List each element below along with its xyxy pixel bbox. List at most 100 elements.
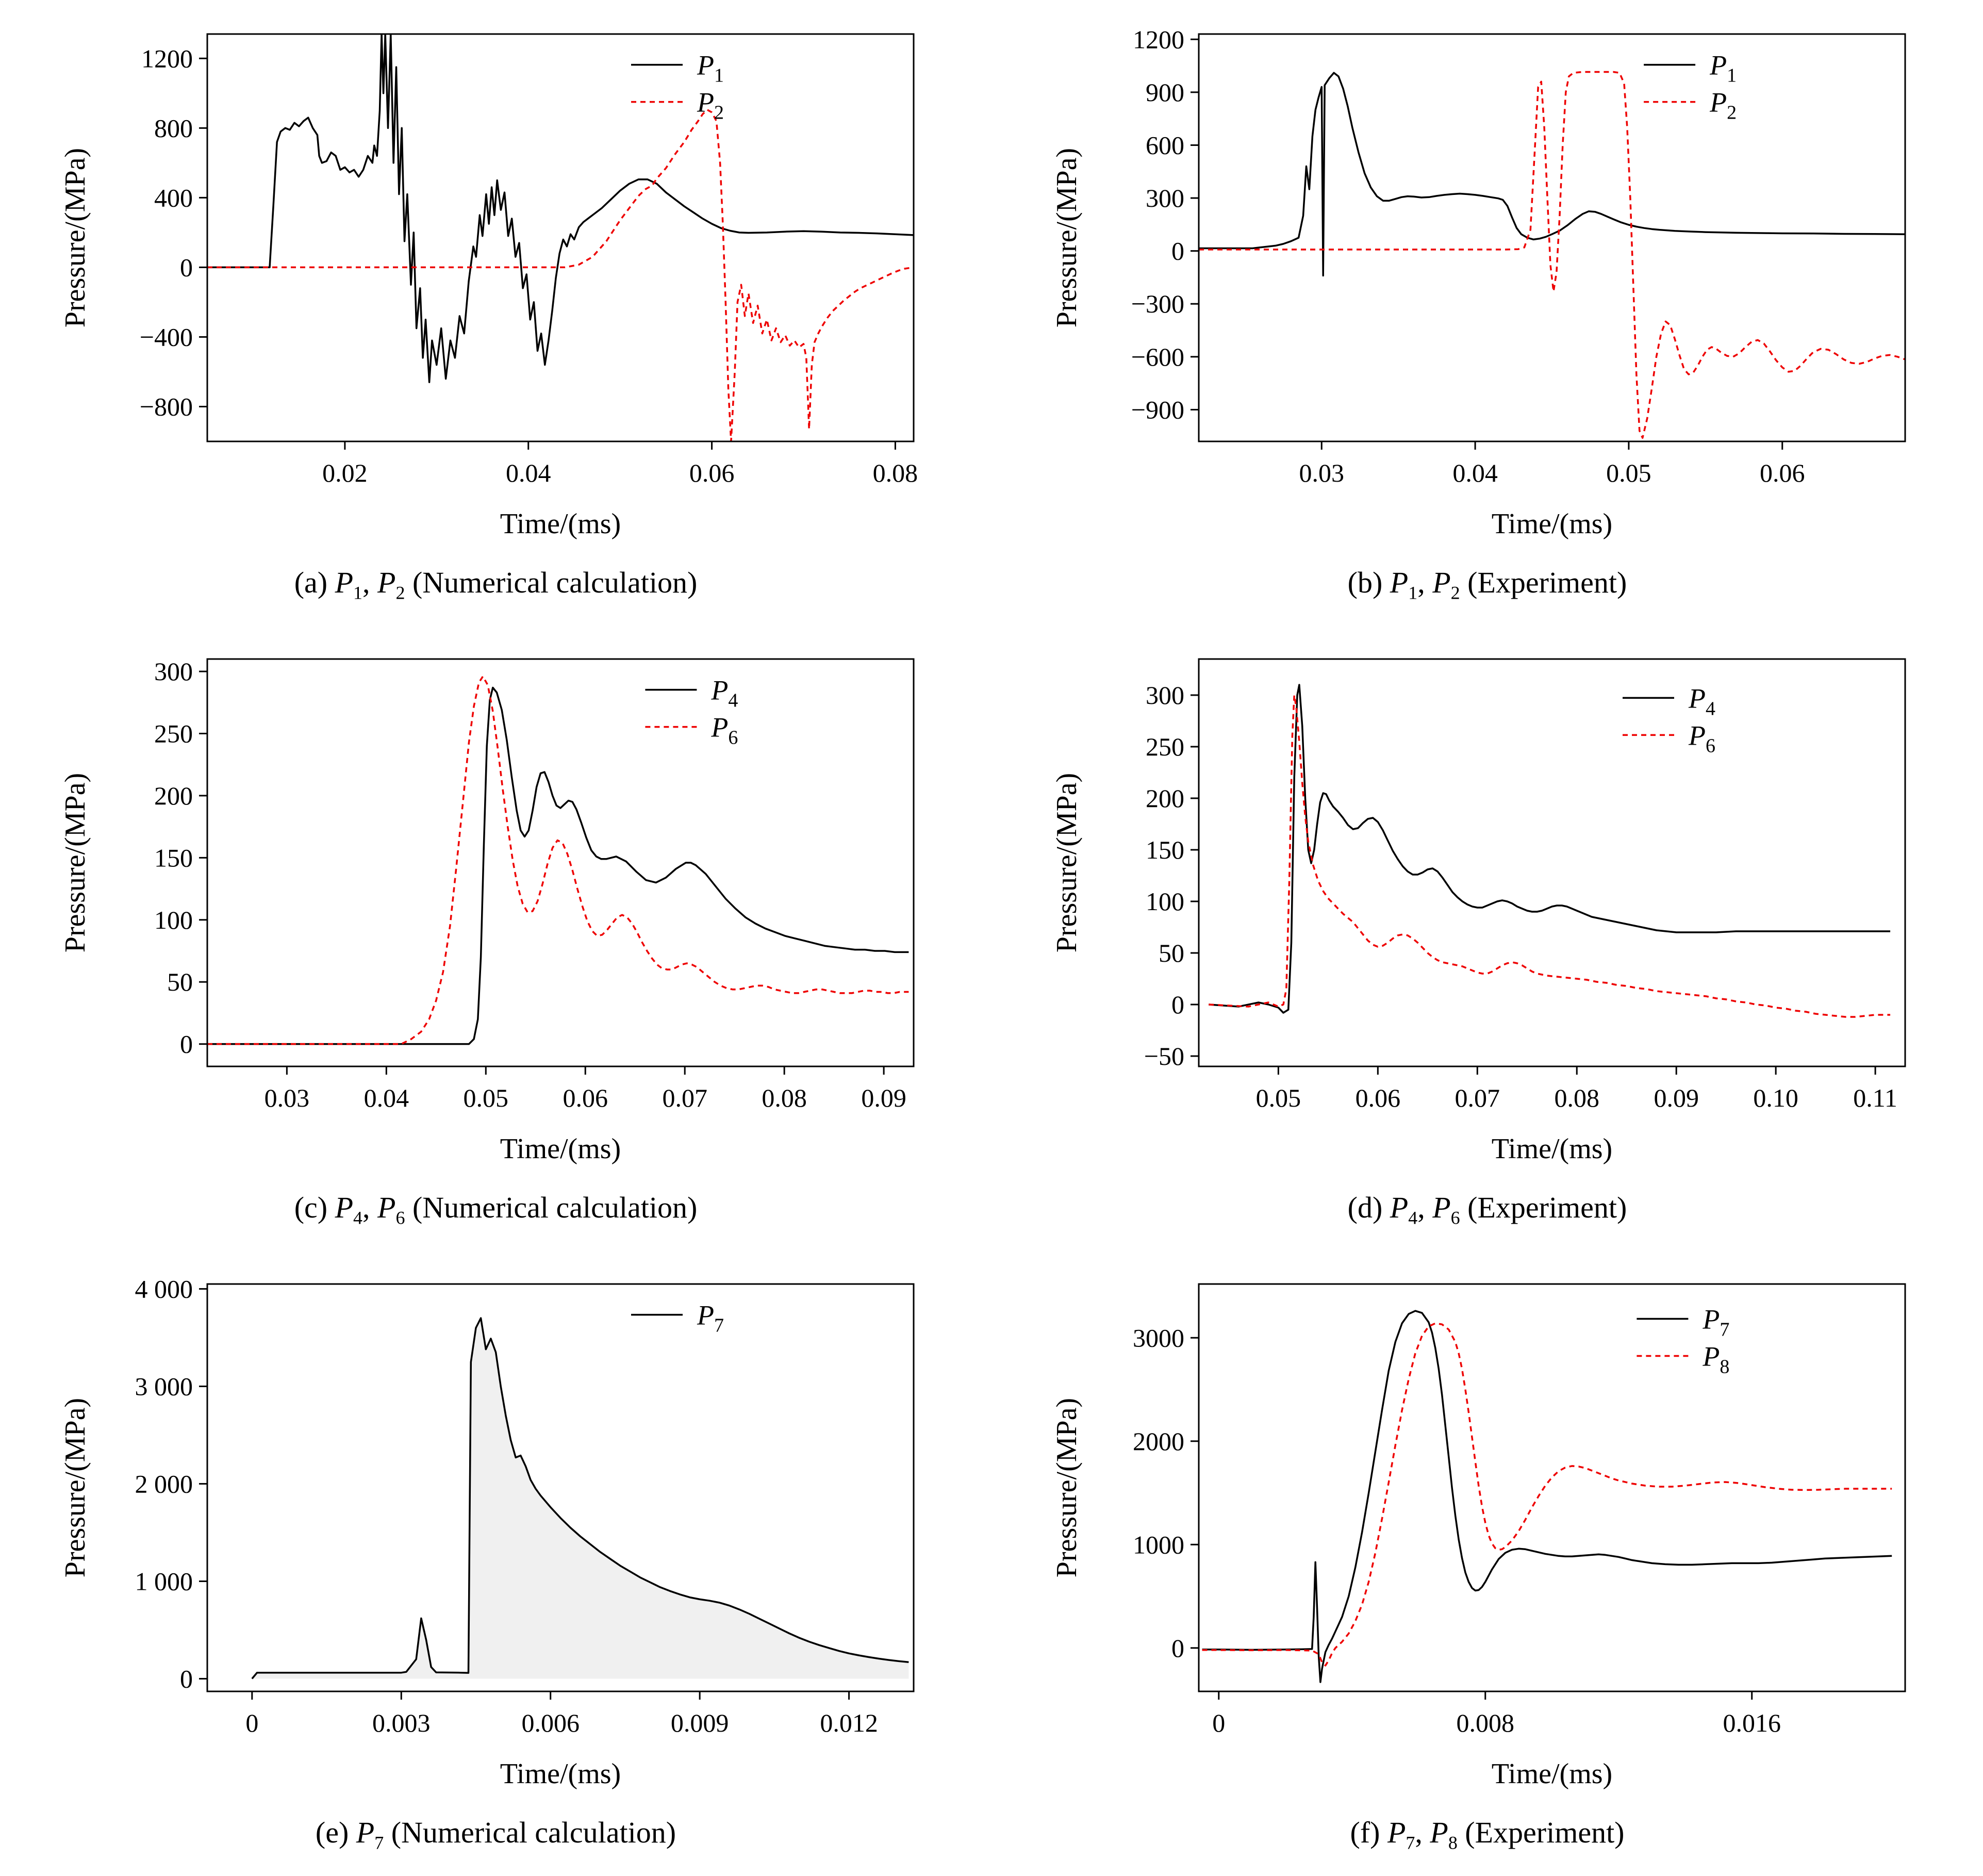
- x-tick-label: 0.03: [264, 1083, 309, 1112]
- caption-text: P: [1390, 566, 1409, 599]
- x-tick-label: 0.05: [1255, 1083, 1301, 1112]
- caption-subscript: 2: [395, 582, 405, 603]
- caption-text: P: [377, 1191, 396, 1224]
- panel-e: 0 0.003 0.006 0.009 0.012 0 1 000 2 000 3 000 4 0…: [0, 1250, 992, 1875]
- y-tick-label: −400: [139, 322, 192, 351]
- caption-text: ,: [362, 566, 378, 599]
- series-P1: [207, 34, 914, 383]
- y-tick-label: 4 000: [135, 1274, 193, 1303]
- legend-entry-P1: P1: [631, 50, 724, 87]
- chart-e: 0 0.003 0.006 0.009 0.012 0 1 000 2 000 3 000 4 0…: [59, 1274, 914, 1790]
- x-tick-label: 0.05: [1606, 458, 1651, 487]
- caption-e: (e) P7 (Numerical calculation): [316, 1815, 676, 1854]
- legend-label: P1: [697, 50, 724, 87]
- legend-entry-P7: P7: [1636, 1304, 1729, 1341]
- y-tick-label: 400: [154, 183, 193, 212]
- legend-label: P4: [710, 675, 738, 712]
- series-P4: [207, 686, 908, 1045]
- caption-text: (Numerical calculation): [405, 566, 698, 599]
- x-axis-e: 0 0.003 0.006 0.009 0.012: [245, 1691, 878, 1737]
- caption-text: (Experiment): [1460, 1191, 1627, 1224]
- x-tick-label: 0.07: [1455, 1083, 1500, 1112]
- legend-label: P1: [1709, 50, 1737, 87]
- y-tick-label: 1000: [1133, 1530, 1184, 1559]
- y-tick-label: 0: [1171, 1634, 1184, 1663]
- series-P2: [207, 109, 914, 441]
- y-axis-title-f: Pressure/(MPa): [1051, 1398, 1083, 1577]
- caption-text: (Numerical calculation): [384, 1816, 676, 1849]
- x-tick-label: 0.11: [1853, 1083, 1897, 1112]
- y-tick-label: 0: [1171, 990, 1184, 1019]
- caption-subscript: 7: [1406, 1832, 1415, 1853]
- x-tick-label: 0.02: [322, 458, 368, 487]
- legend-label: P6: [710, 712, 738, 749]
- x-tick-label: 0.06: [1355, 1083, 1400, 1112]
- caption-subscript: 6: [395, 1207, 405, 1228]
- x-tick-label: 0.06: [563, 1083, 608, 1112]
- y-tick-label: 300: [1146, 184, 1184, 212]
- y-tick-label: 200: [1146, 784, 1184, 813]
- series-P8: [1202, 1322, 1892, 1667]
- caption-text: P: [335, 566, 354, 599]
- plot-frame-a: [206, 33, 914, 442]
- x-axis-f: 0 0.008 0.016: [1212, 1691, 1780, 1737]
- y-tick-label: 150: [154, 843, 193, 872]
- y-tick-label: 200: [154, 781, 193, 810]
- caption-text: (Experiment): [1460, 566, 1627, 599]
- series-P7: [251, 1317, 909, 1680]
- series-group-c: [207, 675, 908, 1045]
- y-axis-e: 0 1 000 2 000 3 000 4 000: [135, 1274, 207, 1693]
- caption-subscript: 7: [374, 1832, 384, 1853]
- legend-label: P2: [697, 87, 724, 124]
- x-axis-title-a: Time/(ms): [500, 508, 620, 540]
- x-tick-label: 0: [245, 1708, 258, 1737]
- x-axis-b: 0.03 0.04 0.05 0.06: [1299, 441, 1805, 487]
- legend-entry-P7: P7: [631, 1300, 724, 1337]
- plot-frame-b: [1198, 33, 1906, 442]
- series-P2: [1198, 71, 1905, 439]
- y-tick-label: 1 000: [135, 1567, 193, 1595]
- caption-subscript: 1: [1408, 582, 1418, 603]
- legend-entry-P2: P2: [631, 87, 724, 124]
- caption-subscript: 8: [1448, 1832, 1458, 1853]
- caption-text: (b): [1347, 566, 1390, 599]
- caption-text: P: [335, 1191, 354, 1224]
- plot-frame-e: [206, 1283, 914, 1692]
- caption-text: (a): [294, 566, 335, 599]
- y-axis-c: 0 50 100 150 200 250 300: [154, 657, 207, 1059]
- x-tick-label: 0.012: [820, 1708, 878, 1737]
- x-tick-label: 0.009: [670, 1708, 729, 1737]
- y-tick-label: −600: [1131, 342, 1184, 371]
- series-P6: [1208, 694, 1890, 1018]
- x-axis-c: 0.03 0.04 0.05 0.06 0.07 0.08 0.09: [264, 1066, 906, 1112]
- y-tick-label: 1200: [1133, 25, 1184, 54]
- y-tick-label: 50: [1159, 939, 1184, 967]
- x-axis-title-d: Time/(ms): [1491, 1133, 1612, 1165]
- x-tick-label: 0.03: [1299, 458, 1344, 487]
- legend-e: P7: [631, 1300, 724, 1337]
- panel-a: 0.02 0.04 0.06 0.08 −800 −400 0 400 800 1200 Time/…: [0, 0, 992, 625]
- plot-frame-c: [206, 658, 914, 1067]
- caption-text: (Experiment): [1457, 1816, 1625, 1849]
- caption-text: P: [377, 566, 396, 599]
- panel-d: 0.05 0.06 0.07 0.08 0.09 0.10 0.11 −50 0 50 100 150…: [992, 625, 1983, 1250]
- legend-entry-P6: P6: [645, 712, 738, 749]
- caption-text: P: [1387, 1816, 1406, 1849]
- x-tick-label: 0.08: [872, 458, 918, 487]
- x-tick-label: 0.09: [861, 1083, 906, 1112]
- y-tick-label: 100: [1146, 887, 1184, 916]
- chart-f: 0 0.008 0.016 0 1000 2000 3000 Time/(ms) Pressur…: [1051, 1283, 1906, 1790]
- y-tick-label: 1200: [141, 44, 193, 73]
- y-tick-label: 2 000: [135, 1469, 193, 1498]
- caption-f: (f) P7, P8 (Experiment): [1350, 1815, 1625, 1854]
- legend-label: P2: [1709, 87, 1737, 124]
- x-axis-title-c: Time/(ms): [500, 1133, 620, 1165]
- y-tick-label: 0: [180, 1030, 193, 1059]
- plot-frame-d: [1198, 658, 1906, 1067]
- x-tick-label: 0.06: [1759, 458, 1805, 487]
- caption-text: (f): [1350, 1816, 1387, 1849]
- x-axis-title-e: Time/(ms): [500, 1758, 620, 1790]
- x-tick-label: 0.08: [1554, 1083, 1599, 1112]
